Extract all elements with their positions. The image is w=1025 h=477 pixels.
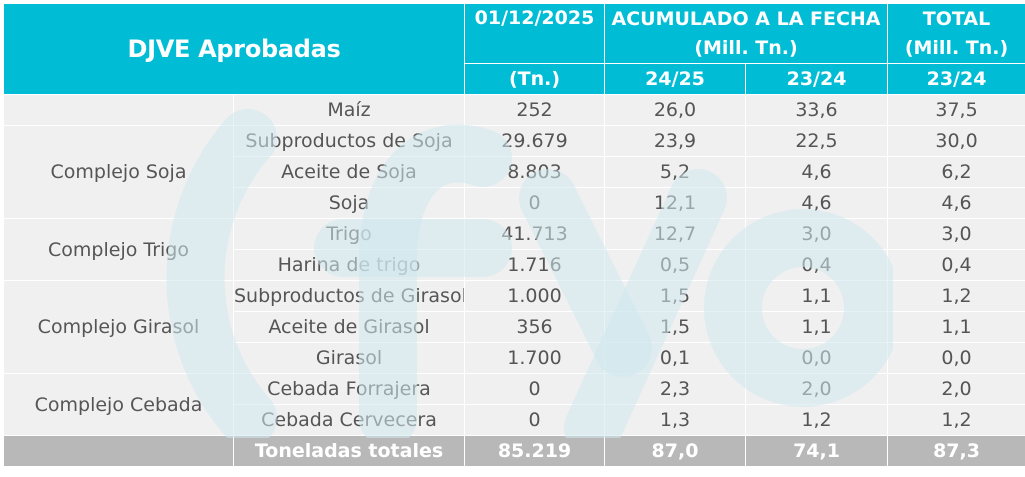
product-cell: Aceite de Girasol	[233, 311, 465, 343]
acc-2425-cell: 2,3	[604, 373, 746, 405]
table-row: Complejo Soja Subproductos de Soja 29.67…	[3, 125, 1025, 219]
acc-2324-cell: 2,0	[744, 373, 889, 405]
product-cell: Maíz	[233, 94, 465, 126]
product-cell: Cebada Forrajera	[233, 373, 465, 405]
product-cell: Subproductos de Girasol	[233, 280, 465, 312]
total-2324-cell: 3,0	[887, 218, 1025, 250]
total-header-line2: (Mill. Tn.)	[904, 36, 1009, 59]
tn-cell: 41.713	[464, 218, 605, 250]
acc-2425-cell: 0,5	[604, 249, 746, 281]
col-header-2324: 23/24	[744, 63, 889, 95]
tn-cell: 1.700	[464, 342, 605, 374]
acc-2425-cell: 1,3	[604, 404, 746, 436]
date-header: 01/12/2025	[464, 3, 605, 64]
totals-total-2324: 87,3	[887, 435, 1025, 467]
acumulado-header-line1: ACUMULADO A LA FECHA	[611, 7, 881, 30]
acc-2324-cell: 3,0	[744, 218, 889, 250]
product-cell: Cebada Cervecera	[233, 404, 465, 436]
product-cell: Harina de trigo	[233, 249, 465, 281]
total-2324-cell: 1,2	[887, 404, 1025, 436]
tn-cell: 29.679	[464, 125, 605, 157]
acc-2324-cell: 1,1	[744, 280, 889, 312]
totals-acc-2324: 74,1	[744, 435, 889, 467]
total-2324-cell: 1,2	[887, 280, 1025, 312]
table-title: DJVE Aprobadas	[3, 3, 465, 95]
col-header-2425: 24/25	[604, 63, 746, 95]
tn-cell: 0	[464, 187, 605, 219]
group-cell-soja: Complejo Soja	[3, 125, 234, 219]
acc-2324-cell: 1,2	[744, 404, 889, 436]
totals-label: Toneladas totales	[233, 435, 465, 467]
acc-2324-cell: 0,0	[744, 342, 889, 374]
group-cell-cebada: Complejo Cebada	[3, 373, 234, 436]
product-cell: Trigo	[233, 218, 465, 250]
acumulado-header: ACUMULADO A LA FECHA (Mill. Tn.)	[603, 3, 889, 64]
date-unit-header: (Tn.)	[464, 63, 605, 95]
tn-cell: 1.716	[464, 249, 605, 281]
total-2324-cell: 30,0	[887, 125, 1025, 157]
table-row: Complejo Cebada Cebada Forrajera 0 2,3 2…	[3, 373, 1025, 436]
totals-tn: 85.219	[464, 435, 605, 467]
acc-2425-cell: 26,0	[604, 94, 746, 126]
acc-2324-cell: 4,6	[744, 187, 889, 219]
tn-cell: 8.803	[464, 156, 605, 188]
product-cell: Girasol	[233, 342, 465, 374]
acc-2324-cell: 4,6	[744, 156, 889, 188]
col-header-total-2324: 23/24	[887, 63, 1025, 95]
acc-2324-cell: 1,1	[744, 311, 889, 343]
table-row: Maíz 252 26,0 33,6 37,5	[3, 94, 1025, 126]
tn-cell: 0	[464, 404, 605, 436]
total-2324-cell: 4,6	[887, 187, 1025, 219]
acumulado-header-line2: (Mill. Tn.)	[694, 36, 798, 59]
acc-2324-cell: 0,4	[744, 249, 889, 281]
acc-2425-cell: 23,9	[604, 125, 746, 157]
group-cell-empty	[3, 94, 234, 126]
acc-2425-cell: 12,7	[604, 218, 746, 250]
djve-table-container: DJVE Aprobadas 01/12/2025 ACUMULADO A LA…	[3, 3, 1025, 467]
tn-cell: 356	[464, 311, 605, 343]
total-2324-cell: 37,5	[887, 94, 1025, 126]
total-header-line1: TOTAL	[922, 7, 991, 30]
acc-2324-cell: 22,5	[744, 125, 889, 157]
acc-2425-cell: 1,5	[604, 280, 746, 312]
total-header: TOTAL (Mill. Tn.)	[887, 3, 1025, 64]
product-cell: Subproductos de Soja	[233, 125, 465, 157]
acc-2425-cell: 12,1	[604, 187, 746, 219]
table-row: Complejo Trigo Trigo 41.713 12,7 3,0 3,0	[3, 218, 1025, 281]
total-2324-cell: 0,4	[887, 249, 1025, 281]
total-2324-cell: 2,0	[887, 373, 1025, 405]
acc-2425-cell: 1,5	[604, 311, 746, 343]
acc-2425-cell: 5,2	[604, 156, 746, 188]
tn-cell: 1.000	[464, 280, 605, 312]
product-cell: Soja	[233, 187, 465, 219]
total-2324-cell: 0,0	[887, 342, 1025, 374]
table-row: Complejo Girasol Subproductos de Girasol…	[3, 280, 1025, 374]
product-cell: Aceite de Soja	[233, 156, 465, 188]
totals-acc-2425: 87,0	[604, 435, 746, 467]
group-cell-girasol: Complejo Girasol	[3, 280, 234, 374]
total-2324-cell: 6,2	[887, 156, 1025, 188]
acc-2425-cell: 0,1	[604, 342, 746, 374]
tn-cell: 252	[464, 94, 605, 126]
tn-cell: 0	[464, 373, 605, 405]
total-2324-cell: 1,1	[887, 311, 1025, 343]
group-cell-trigo: Complejo Trigo	[3, 218, 234, 281]
djve-table: DJVE Aprobadas 01/12/2025 ACUMULADO A LA…	[3, 3, 1025, 467]
totals-row: Toneladas totales 85.219 87,0 74,1 87,3	[3, 435, 1025, 467]
totals-empty-cell	[3, 435, 234, 467]
acc-2324-cell: 33,6	[744, 94, 889, 126]
